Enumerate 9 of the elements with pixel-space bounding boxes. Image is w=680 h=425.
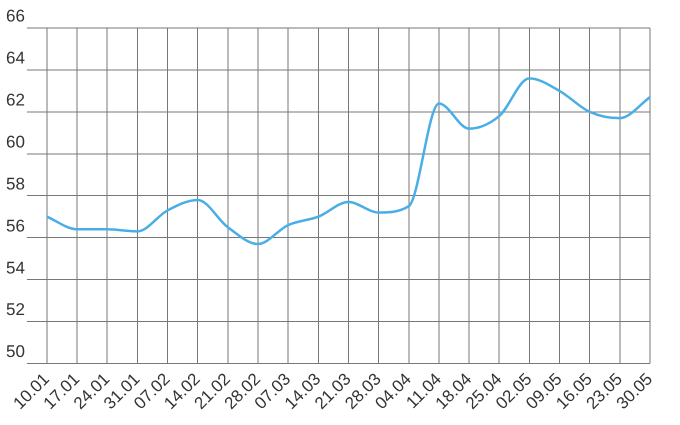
y-tick-label: 64 [6, 48, 25, 68]
y-tick-label: 58 [6, 174, 25, 194]
y-tick-label: 50 [6, 342, 25, 362]
y-tick-label: 56 [6, 216, 25, 236]
y-tick-label: 52 [6, 300, 25, 320]
y-tick-label: 54 [6, 258, 25, 278]
y-tick-label: 66 [6, 6, 25, 26]
y-tick-label: 60 [6, 132, 25, 152]
y-tick-label: 62 [6, 90, 25, 110]
